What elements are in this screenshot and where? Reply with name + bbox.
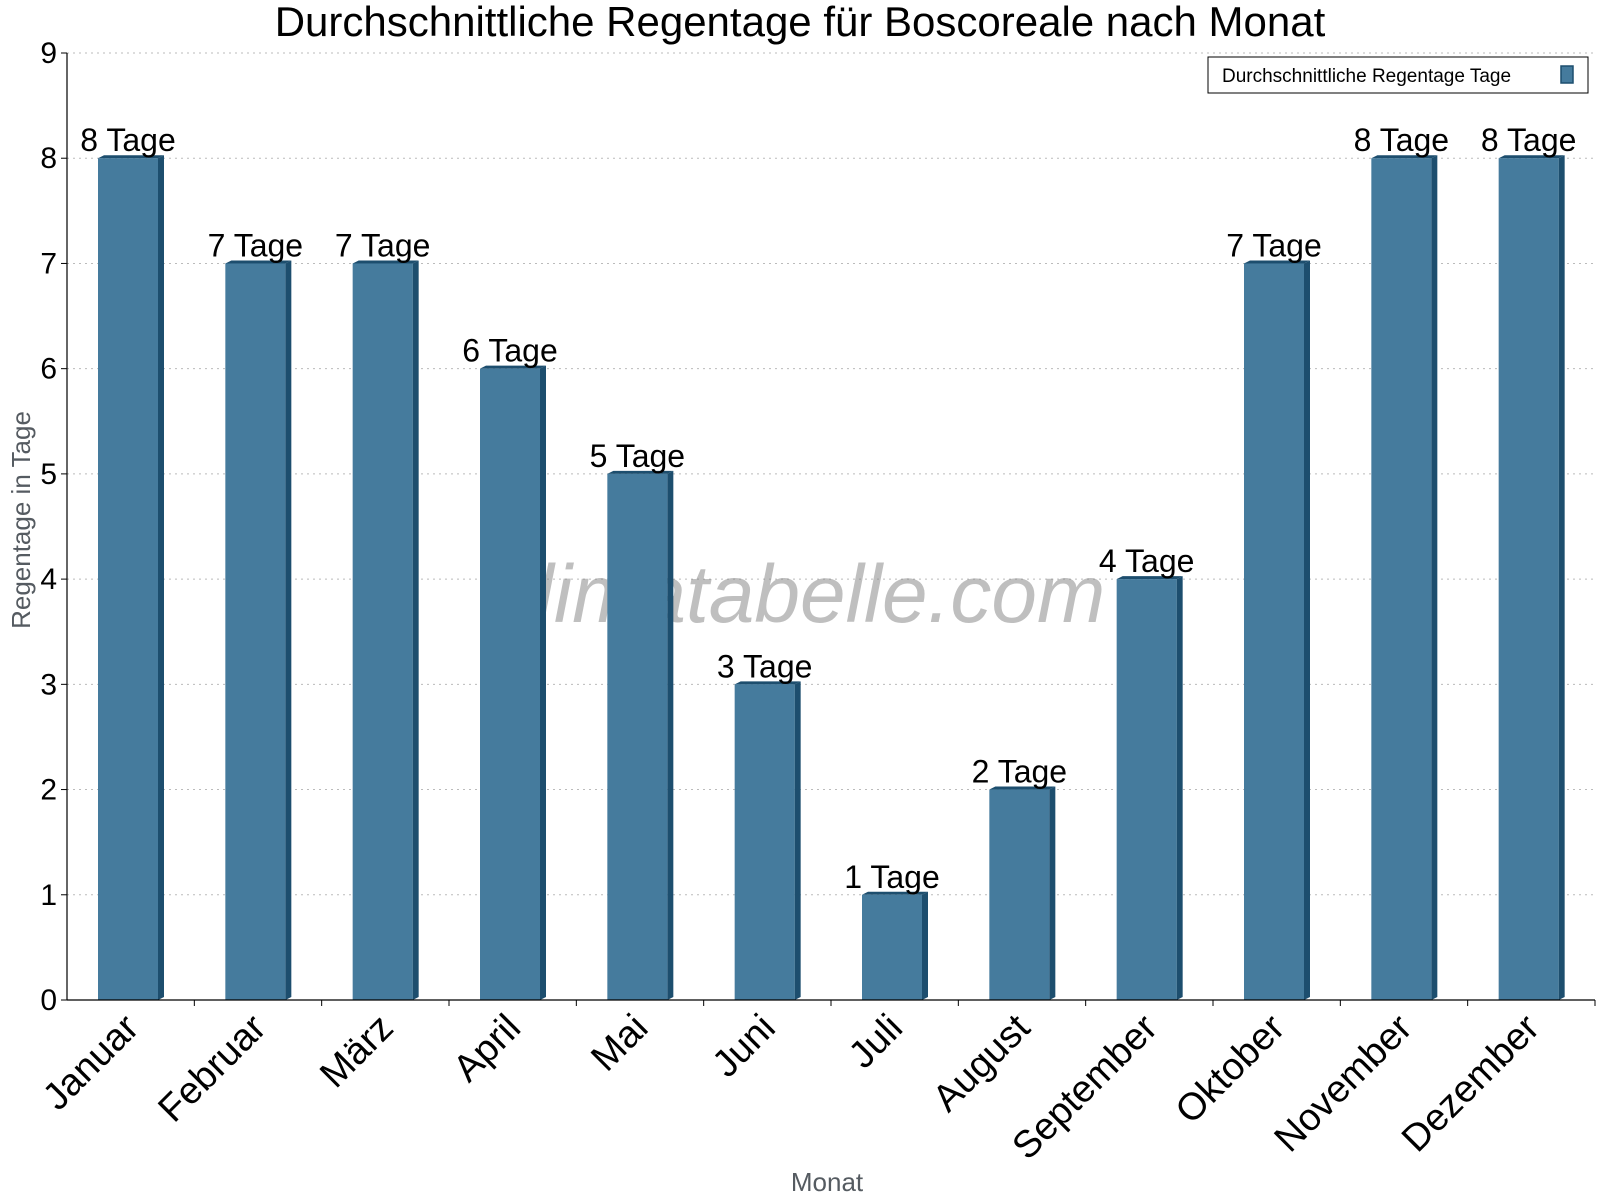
x-tick-label: Juni: [705, 1007, 784, 1086]
data-label: 7 Tage: [208, 227, 304, 263]
y-tick-label: 2: [40, 774, 57, 807]
y-axis-ticks: 0 1 2 3 4 5 6 7 8 9: [40, 37, 67, 1017]
bar-side: [1431, 155, 1438, 1000]
bar: [1244, 263, 1304, 1000]
bar-side: [1049, 786, 1056, 1000]
data-label: 7 Tage: [1226, 227, 1322, 263]
bar-side: [285, 260, 292, 1000]
bar: [607, 473, 668, 1000]
x-tick-label: Oktober: [1168, 1006, 1294, 1132]
y-tick-label: 0: [40, 984, 57, 1017]
bar-side: [540, 365, 546, 1001]
bar-top: [225, 260, 292, 264]
bar-top: [862, 891, 928, 895]
x-axis-ticks: Januar Februar März April Mai Juni Juli AugustS…: [35, 1000, 1596, 1168]
bar-top: [1116, 576, 1183, 580]
x-tick-label: April: [446, 1007, 529, 1090]
x-tick-label: August: [925, 1006, 1039, 1120]
axes: [66, 53, 1595, 1001]
y-tick-label: 1: [40, 879, 57, 912]
data-label: 8 Tage: [1481, 122, 1577, 158]
bar: [1116, 579, 1177, 1000]
bar-top: [480, 365, 546, 369]
bar-side: [794, 681, 801, 1000]
y-tick-label: 9: [40, 37, 57, 70]
data-label: 8 Tage: [1354, 122, 1450, 158]
data-label: 4 Tage: [1099, 543, 1195, 579]
bar: [862, 894, 922, 1000]
bar: [734, 684, 795, 1000]
y-tick-label: 8: [40, 142, 57, 175]
bar-top: [98, 155, 164, 159]
legend: Durchschnittliche Regentage Tage: [1207, 56, 1589, 94]
x-tick-label: Februar: [151, 1006, 275, 1130]
bar: [989, 789, 1050, 1000]
x-tick-label: März: [312, 1007, 401, 1096]
data-labels: 8 Tage 7 Tage 7 Tage 6 Tage 5 Tage 3 Tage 1 Ta…: [80, 122, 1576, 895]
bar-series: [98, 155, 1565, 1001]
data-label: 2 Tage: [972, 754, 1068, 790]
x-tick-label: Dezember: [1394, 1006, 1548, 1160]
bar-side: [1304, 260, 1310, 1000]
bar: [1371, 158, 1432, 1000]
bar: [1498, 158, 1559, 1000]
data-label: 8 Tage: [80, 122, 176, 158]
y-axis-label: Regentage in Tage: [6, 411, 36, 629]
bar-side: [1558, 155, 1565, 1000]
bar-top: [352, 260, 419, 264]
y-tick-label: 6: [40, 353, 57, 386]
bar-top: [734, 681, 801, 685]
bar-side: [1176, 576, 1183, 1000]
y-tick-label: 4: [40, 563, 57, 596]
bar-side: [667, 470, 674, 1000]
bar: [480, 368, 540, 1001]
bar-top: [1371, 155, 1438, 159]
x-tick-label: Juli: [841, 1007, 911, 1077]
x-axis-label: Monat: [791, 1167, 864, 1197]
x-tick-label: Januar: [35, 1006, 147, 1118]
x-tick-label: November: [1267, 1006, 1421, 1160]
bar-top: [1498, 155, 1565, 159]
y-tick-label: 3: [40, 668, 57, 701]
bar: [225, 263, 286, 1000]
bar-side: [922, 891, 928, 1000]
data-label: 3 Tage: [717, 648, 813, 684]
data-label: 6 Tage: [462, 333, 558, 369]
legend-label: Durchschnittliche Regentage Tage: [1222, 66, 1511, 87]
bar-top: [989, 786, 1056, 790]
y-tick-label: 7: [40, 247, 57, 280]
bar: [98, 158, 158, 1000]
bar-top: [607, 470, 674, 474]
legend-swatch: [1560, 65, 1574, 84]
legend-box: [1207, 56, 1589, 94]
data-label: 1 Tage: [844, 859, 940, 895]
bar-side: [412, 260, 419, 1000]
x-tick-label: Mai: [583, 1007, 656, 1080]
data-label: 5 Tage: [590, 438, 686, 474]
data-label: 7 Tage: [335, 227, 431, 263]
bar: [352, 263, 413, 1000]
bar-top: [1244, 260, 1310, 264]
grid-lines: [67, 52, 1595, 896]
y-tick-label: 5: [40, 458, 57, 491]
watermark-text: klimatabelle.com: [495, 549, 1106, 640]
bar-side: [158, 155, 164, 1000]
chart-title: Durchschnittliche Regentage für Boscorea…: [275, 0, 1326, 45]
